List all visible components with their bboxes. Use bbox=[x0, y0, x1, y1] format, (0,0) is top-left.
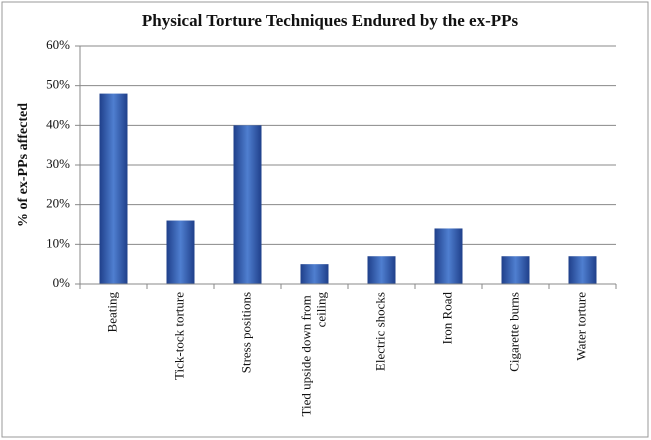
bar bbox=[166, 220, 195, 284]
x-tick-label: Stress positions bbox=[238, 292, 253, 373]
x-tick-label: Water torture bbox=[573, 292, 588, 361]
bar bbox=[434, 228, 463, 284]
y-tick-label: 50% bbox=[46, 77, 70, 92]
bar bbox=[568, 256, 597, 284]
y-tick-label: 0% bbox=[53, 275, 71, 290]
x-tick-label: Iron Road bbox=[439, 292, 454, 345]
bar bbox=[99, 93, 128, 284]
y-tick-label: 60% bbox=[46, 37, 70, 52]
x-tick-label: Tick-tock torture bbox=[171, 292, 186, 380]
x-tick-label: Beating bbox=[104, 292, 119, 333]
x-tick-label: Electric shocks bbox=[372, 292, 387, 371]
bar bbox=[501, 256, 530, 284]
y-axis-label: % of ex-PPs affected bbox=[16, 103, 31, 227]
y-tick-label: 10% bbox=[46, 235, 70, 250]
bar bbox=[233, 125, 262, 284]
y-tick-label: 20% bbox=[46, 196, 70, 211]
y-tick-label: 30% bbox=[46, 156, 70, 171]
bar bbox=[300, 264, 329, 284]
bar bbox=[367, 256, 396, 284]
x-tick-label: Tied upside down from ceiling bbox=[298, 292, 328, 417]
y-tick-label: 40% bbox=[46, 116, 70, 131]
x-tick-label: Cigarette burns bbox=[506, 292, 521, 372]
chart-title: Physical Torture Techniques Endured by t… bbox=[142, 11, 519, 30]
